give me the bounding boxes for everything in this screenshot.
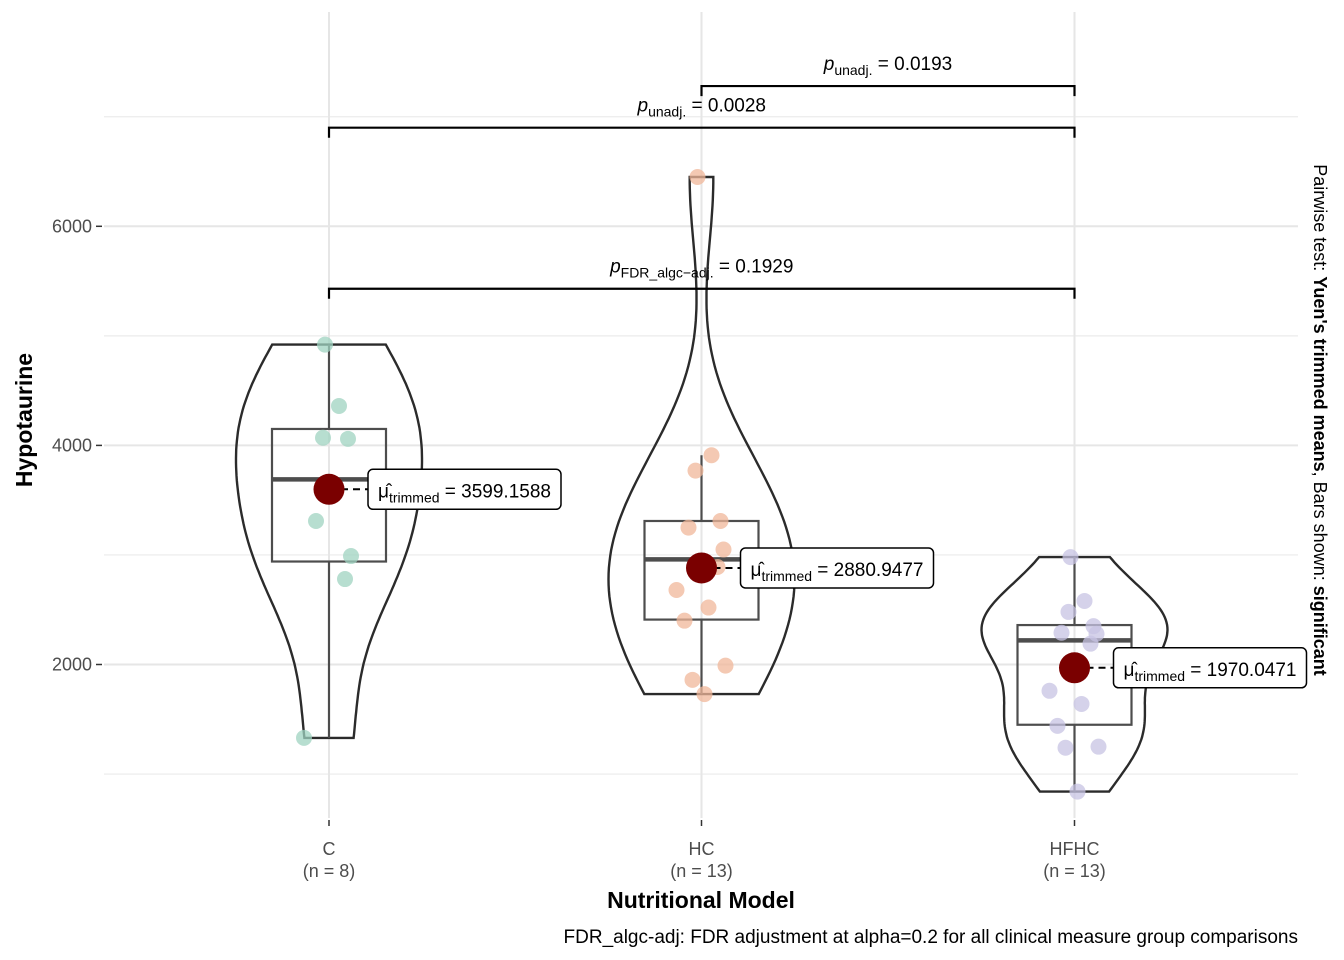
bracket-label: punadj. = 0.0028 <box>636 96 766 120</box>
bracket-0: punadj. = 0.0193 <box>700 54 1076 97</box>
data-point-HFHC <box>1076 592 1093 609</box>
x-axis-title: Nutritional Model <box>607 887 795 913</box>
x-tick-n-label: (n = 13) <box>1043 861 1106 881</box>
mean-label-value: = 1970.0471 <box>1185 660 1296 681</box>
side-title-test: Yuen's trimmed means <box>1310 276 1330 471</box>
data-point-HC <box>703 447 720 464</box>
data-point-HFHC <box>1041 682 1058 699</box>
bracket-2: pFDR_algc−adj. = 0.1929 <box>327 257 1076 299</box>
data-point-HFHC <box>1057 739 1074 756</box>
mean-label-box <box>367 468 562 511</box>
side-title-shown: significant <box>1310 586 1330 676</box>
mean-label: μ̂trimmed = 1970.0471 <box>1124 660 1297 684</box>
trimmed-mean-HFHC: μ̂trimmed = 1970.0471 <box>1059 647 1308 689</box>
y-axis: 2000 4000 6000 <box>52 216 102 675</box>
data-point-C <box>331 397 347 414</box>
p-symbol: p <box>609 257 621 278</box>
violin-C <box>234 343 424 740</box>
caption: FDR_algc-adj: FDR adjustment at alpha=0.… <box>564 927 1298 948</box>
data-point-HC <box>696 686 713 703</box>
data-point-HFHC <box>1082 635 1099 652</box>
bracket-line <box>327 126 1076 138</box>
x-tick-n-label: (n = 13) <box>670 861 733 881</box>
mean-label-sub: trimmed <box>761 568 812 584</box>
p-subscript: FDR_algc−adj. <box>621 265 714 281</box>
mean-label: μ̂trimmed = 3599.1588 <box>378 481 551 505</box>
data-point-HC <box>715 541 732 558</box>
data-point-C <box>315 429 331 446</box>
bracket-label: pFDR_algc−adj. = 0.1929 <box>609 257 793 281</box>
data-point-HFHC <box>1073 695 1090 712</box>
side-title-prefix: Pairwise test: <box>1310 164 1330 276</box>
data-point-HC <box>687 462 704 479</box>
y-axis-title: Hypotaurine <box>11 353 37 487</box>
p-subscript: unadj. <box>834 62 872 78</box>
data-point-HC <box>700 599 717 616</box>
data-point-HC <box>689 169 706 186</box>
data-point-HC <box>668 582 685 599</box>
x-tick-label: C <box>323 839 336 859</box>
mean-label-box <box>739 547 935 589</box>
y-tick-label: 6000 <box>52 216 92 236</box>
p-symbol: p <box>823 54 835 75</box>
p-symbol: p <box>636 96 648 117</box>
data-point-C <box>308 512 324 529</box>
data-point-HC <box>712 512 729 529</box>
mean-label: μ̂trimmed = 2880.9477 <box>751 560 924 584</box>
data-point-C <box>317 336 333 353</box>
mean-label-value: = 2880.9477 <box>812 560 923 581</box>
x-tick-n-label: (n = 8) <box>303 861 356 881</box>
data-point-HC <box>676 612 693 629</box>
p-value: = 0.0193 <box>872 54 952 75</box>
trimmed-mean-C: μ̂trimmed = 3599.1588 <box>313 468 562 511</box>
p-value: = 0.0028 <box>686 96 766 117</box>
mean-label-value: = 3599.1588 <box>440 481 551 502</box>
bracket-label: punadj. = 0.0193 <box>823 54 953 78</box>
bracket-line <box>700 84 1076 97</box>
data-point-HFHC <box>1060 603 1077 620</box>
data-point-HC <box>680 519 697 536</box>
violin-HFHC <box>980 555 1169 793</box>
data-point-HFHC <box>1049 717 1066 734</box>
trimmed-means: μ̂trimmed = 3599.1588 μ̂trimmed = 2880.94… <box>313 468 1308 689</box>
data-point-HFHC <box>1069 783 1086 800</box>
p-value: = 0.1929 <box>714 257 794 278</box>
y-tick-label: 4000 <box>52 435 92 455</box>
data-point-HC <box>717 657 734 674</box>
data-point-C <box>337 571 353 588</box>
trimmed-mean-HC: μ̂trimmed = 2880.9477 <box>686 547 935 589</box>
x-tick-label: HFHC <box>1050 839 1100 859</box>
side-title: Pairwise test: Yuen's trimmed means, Bar… <box>1310 164 1330 675</box>
data-point-HFHC <box>1090 738 1107 755</box>
mean-point <box>686 552 717 584</box>
data-point-C <box>296 729 312 746</box>
data-point-HFHC <box>1062 549 1079 566</box>
data-point-C <box>340 430 356 447</box>
data-point-C <box>343 548 359 565</box>
data-point-HC <box>684 671 701 688</box>
mean-label-sub: trimmed <box>389 489 440 505</box>
bracket-line <box>327 287 1076 299</box>
bracket-1: punadj. = 0.0028 <box>327 96 1076 138</box>
x-axis: C(n = 8)HC(n = 13)HFHC(n = 13) <box>303 820 1106 881</box>
y-tick-label: 2000 <box>52 655 92 675</box>
mean-label-sub: trimmed <box>1134 668 1185 684</box>
mean-point <box>1059 652 1090 684</box>
mean-point <box>313 473 345 505</box>
mean-label-box <box>1112 647 1308 689</box>
p-subscript: unadj. <box>648 104 686 120</box>
x-tick-label: HC <box>689 839 715 859</box>
data-point-HFHC <box>1053 624 1070 641</box>
side-title-middle: , Bars shown: <box>1310 472 1330 586</box>
